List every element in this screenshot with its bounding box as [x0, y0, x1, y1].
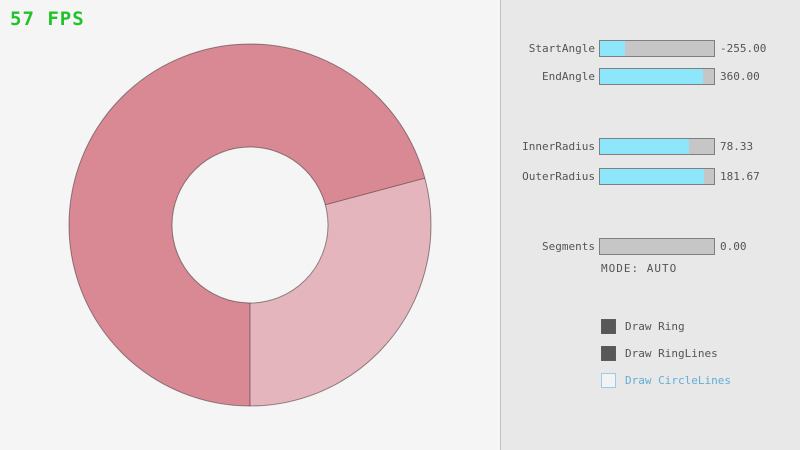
start-angle-slider[interactable]	[599, 40, 715, 57]
ring-chart	[68, 43, 432, 407]
end-angle-slider[interactable]	[599, 68, 715, 85]
draw-ring-checkbox[interactable]	[601, 318, 616, 334]
slider-row-segments: Segments 0.00	[501, 238, 747, 255]
checkbox-row-draw-circlelines: Draw CircleLines	[601, 372, 731, 388]
inner-radius-slider[interactable]	[599, 138, 715, 155]
end-angle-value: 360.00	[720, 70, 760, 83]
outer-radius-slider[interactable]	[599, 168, 715, 185]
ring-inner-hole	[172, 147, 328, 303]
slider-row-end-angle: EndAngle 360.00	[501, 68, 760, 85]
slider-row-inner-radius: InnerRadius 78.33	[501, 138, 753, 155]
draw-ringlines-checkbox[interactable]	[601, 345, 616, 361]
start-angle-label: StartAngle	[528, 42, 595, 55]
ring-boundary-line-upper	[325, 177, 425, 206]
ring-outline-inner	[171, 146, 329, 304]
slider-row-outer-radius: OuterRadius 181.67	[501, 168, 760, 185]
inner-radius-slider-fill	[600, 139, 689, 154]
segments-slider[interactable]	[599, 238, 715, 255]
outer-radius-value: 181.67	[720, 170, 760, 183]
mode-label: MODE: AUTO	[601, 262, 678, 275]
draw-ring-label: Draw Ring	[625, 319, 685, 333]
outer-radius-label: OuterRadius	[522, 170, 595, 183]
fps-counter: 57 FPS	[10, 8, 85, 30]
control-panel: StartAngle -255.00 EndAngle 360.00 Inner…	[500, 0, 800, 450]
end-angle-label: EndAngle	[542, 70, 595, 83]
start-angle-slider-fill	[600, 41, 626, 56]
draw-circlelines-checkbox[interactable]	[601, 372, 616, 388]
segments-value: 0.00	[720, 240, 747, 253]
inner-radius-value: 78.33	[720, 140, 754, 153]
checkbox-row-draw-ring: Draw Ring	[601, 318, 685, 334]
start-angle-value: -255.00	[720, 42, 767, 55]
draw-circlelines-label: Draw CircleLines	[625, 373, 731, 387]
slider-row-start-angle: StartAngle -255.00	[501, 40, 766, 57]
end-angle-slider-fill	[600, 69, 703, 84]
ring-outline-outer	[68, 43, 432, 407]
checkbox-row-draw-ringlines: Draw RingLines	[601, 345, 718, 361]
inner-radius-label: InnerRadius	[522, 140, 595, 153]
draw-ringlines-label: Draw RingLines	[625, 346, 718, 360]
outer-radius-slider-fill	[600, 169, 704, 184]
segments-label: Segments	[542, 240, 595, 253]
